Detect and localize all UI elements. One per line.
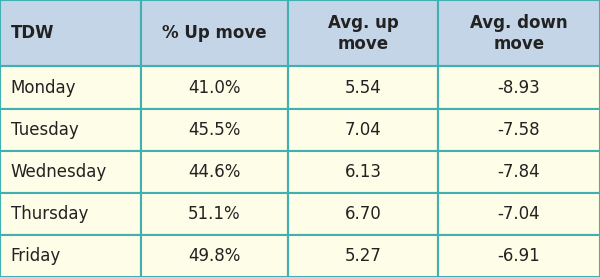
Bar (0, 151, 141, 193)
Bar (288, 193, 438, 235)
Text: % Up move: % Up move (162, 24, 267, 42)
Bar (141, 0, 288, 66)
Text: Wednesday: Wednesday (11, 163, 107, 181)
Text: Avg. up
move: Avg. up move (328, 14, 398, 53)
Bar (141, 66, 288, 109)
Text: 49.8%: 49.8% (188, 247, 241, 265)
Text: 6.13: 6.13 (344, 163, 382, 181)
Text: 41.0%: 41.0% (188, 79, 241, 96)
Bar (288, 0, 438, 66)
Text: 7.04: 7.04 (344, 121, 382, 138)
Bar (288, 235, 438, 277)
Text: -7.84: -7.84 (497, 163, 541, 181)
Bar (438, 151, 600, 193)
Text: Avg. down
move: Avg. down move (470, 14, 568, 53)
Text: TDW: TDW (11, 24, 54, 42)
Text: 5.54: 5.54 (344, 79, 382, 96)
Bar (141, 151, 288, 193)
Bar (438, 235, 600, 277)
Text: -7.04: -7.04 (497, 205, 541, 223)
Text: Monday: Monday (11, 79, 76, 96)
Bar (438, 193, 600, 235)
Bar (0, 66, 141, 109)
Bar (438, 109, 600, 151)
Bar (141, 109, 288, 151)
Bar (0, 109, 141, 151)
Text: -8.93: -8.93 (497, 79, 541, 96)
Bar (141, 193, 288, 235)
Bar (288, 109, 438, 151)
Bar (0, 235, 141, 277)
Bar (141, 235, 288, 277)
Text: -7.58: -7.58 (497, 121, 541, 138)
Bar (288, 151, 438, 193)
Text: Tuesday: Tuesday (11, 121, 79, 138)
Text: 45.5%: 45.5% (188, 121, 241, 138)
Bar (438, 0, 600, 66)
Bar (0, 0, 141, 66)
Text: 5.27: 5.27 (344, 247, 382, 265)
Bar (288, 66, 438, 109)
Text: Friday: Friday (11, 247, 61, 265)
Text: 6.70: 6.70 (344, 205, 382, 223)
Bar (0, 193, 141, 235)
Bar (438, 66, 600, 109)
Text: 51.1%: 51.1% (188, 205, 241, 223)
Text: Thursday: Thursday (11, 205, 88, 223)
Text: -6.91: -6.91 (497, 247, 541, 265)
Text: 44.6%: 44.6% (188, 163, 241, 181)
